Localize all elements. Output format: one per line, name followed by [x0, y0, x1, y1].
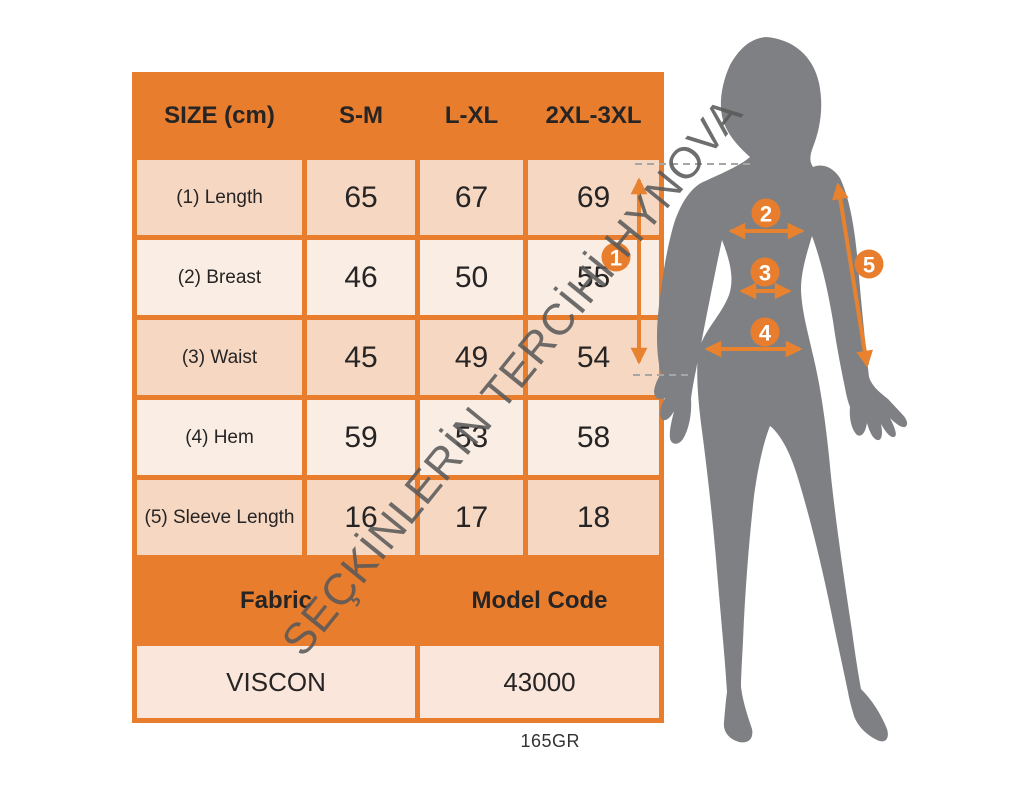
- size-chart-table: SIZE (cm) S-M L-XL 2XL-3XL (1) Length 65…: [132, 72, 664, 723]
- cell-value: 59: [307, 400, 415, 475]
- cell-value: 53: [420, 400, 523, 475]
- fabric-value-cell: VISCON: [137, 646, 415, 718]
- table-row-breast: (2) Breast 46 50 55: [137, 240, 659, 315]
- weight-note: 165GR: [520, 731, 580, 751]
- footer-value-row: VISCON 43000: [137, 646, 659, 718]
- model-code-value-cell: 43000: [420, 646, 659, 718]
- svg-text:2: 2: [760, 202, 772, 227]
- female-silhouette: [654, 37, 908, 743]
- svg-text:5: 5: [863, 253, 875, 278]
- row-label: (1) Length: [137, 160, 302, 235]
- cell-value: 49: [420, 320, 523, 395]
- footer-header-row: Fabric Model Code: [137, 560, 659, 641]
- row-label: (2) Breast: [137, 240, 302, 315]
- column-header-2xl-3xl: 2XL-3XL: [528, 77, 659, 155]
- cell-value: 65: [307, 160, 415, 235]
- sleeve-arrow: [831, 182, 874, 368]
- column-header-size-cm: SIZE (cm): [137, 77, 302, 155]
- table-row-hem: (4) Hem 59 53 58: [137, 400, 659, 475]
- cell-value: 45: [307, 320, 415, 395]
- measurement-badge-3: 3: [750, 257, 780, 287]
- fabric-header-cell: Fabric: [137, 560, 415, 641]
- model-code-header-cell: Model Code: [420, 560, 659, 641]
- cell-value: 16: [307, 480, 415, 555]
- measurement-badge-5: 5: [854, 249, 884, 279]
- table-row-waist: (3) Waist 45 49 54: [137, 320, 659, 395]
- column-header-l-xl: L-XL: [420, 77, 523, 155]
- row-label: (3) Waist: [137, 320, 302, 395]
- cell-value: 67: [420, 160, 523, 235]
- cell-value: 18: [528, 480, 659, 555]
- svg-text:3: 3: [759, 261, 771, 286]
- column-header-s-m: S-M: [307, 77, 415, 155]
- svg-text:4: 4: [759, 321, 772, 346]
- measurement-badge-4: 4: [750, 317, 780, 347]
- svg-text:1: 1: [610, 246, 622, 271]
- cell-value: 46: [307, 240, 415, 315]
- table-row-length: (1) Length 65 67 69: [137, 160, 659, 235]
- cell-value: 58: [528, 400, 659, 475]
- row-label: (4) Hem: [137, 400, 302, 475]
- row-label: (5) Sleeve Length: [137, 480, 302, 555]
- measurement-badge-1: 1: [601, 242, 631, 272]
- header-row: SIZE (cm) S-M L-XL 2XL-3XL: [137, 77, 659, 155]
- cell-value: 50: [420, 240, 523, 315]
- measurement-badge-2: 2: [751, 198, 781, 228]
- table-row-sleeve-length: (5) Sleeve Length 16 17 18: [137, 480, 659, 555]
- cell-value: 17: [420, 480, 523, 555]
